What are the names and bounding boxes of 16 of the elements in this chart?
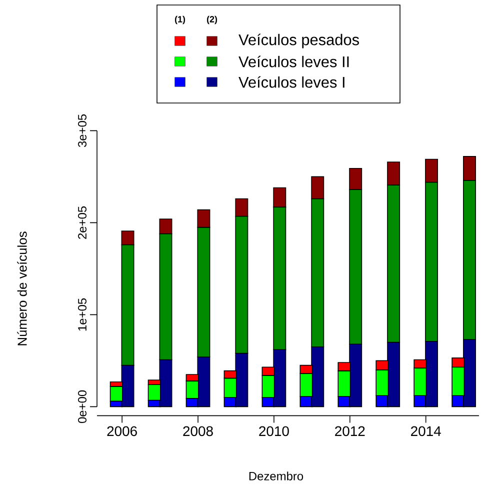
- legend-label: Veículos pesados: [238, 34, 359, 48]
- y-tick-label: 3e+05: [78, 114, 86, 148]
- x-tick-label: 2012: [335, 426, 365, 436]
- legend-label: Veículos leves I: [238, 76, 344, 88]
- text: (1): [174, 16, 186, 24]
- y-tick-label: 1e+05: [78, 298, 86, 331]
- y-axis-title: Número de veículos: [17, 232, 27, 346]
- text: (2): [206, 16, 218, 24]
- x-tick-label: 2014: [411, 426, 441, 436]
- y-tick-label: 0e+00: [78, 390, 86, 424]
- legend-label: Veículos leves II: [238, 56, 349, 68]
- y-tick-label: 2e+05: [78, 206, 86, 239]
- x-tick-label: 2008: [183, 426, 213, 436]
- x-tick-label: 2010: [259, 426, 289, 436]
- x-axis-title: Dezembro: [249, 472, 304, 480]
- x-tick-label: 2006: [107, 426, 137, 436]
